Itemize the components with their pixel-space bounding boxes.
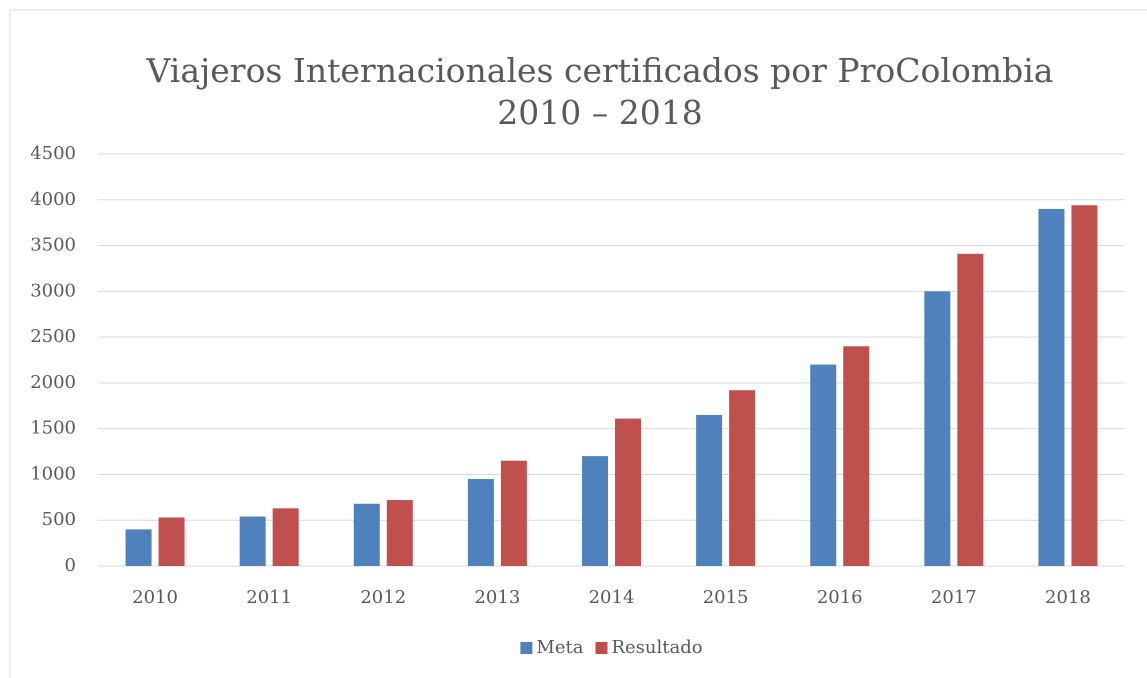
bar bbox=[615, 418, 641, 566]
y-tick-label: 1500 bbox=[30, 418, 76, 439]
y-tick-label: 2500 bbox=[30, 326, 76, 347]
y-tick-label: 2000 bbox=[30, 372, 76, 393]
bar bbox=[467, 479, 494, 566]
legend-swatch bbox=[595, 642, 608, 654]
y-tick-label: 1000 bbox=[30, 463, 76, 484]
chart-title: Viajeros Internacionales certificados po… bbox=[146, 51, 1054, 90]
x-tick-label: 2011 bbox=[246, 587, 292, 608]
bar bbox=[500, 460, 527, 566]
bar bbox=[810, 364, 837, 566]
y-tick-label: 4500 bbox=[30, 143, 76, 164]
chart-title: 2010 – 2018 bbox=[497, 93, 702, 132]
bar bbox=[924, 291, 951, 566]
x-tick-label: 2010 bbox=[132, 587, 178, 608]
bar bbox=[1071, 205, 1098, 566]
bar bbox=[1038, 208, 1065, 566]
bar bbox=[272, 508, 299, 566]
x-tick-label: 2014 bbox=[589, 587, 635, 608]
x-tick-label: 2017 bbox=[931, 587, 977, 608]
bar bbox=[957, 253, 984, 566]
bar bbox=[353, 503, 380, 566]
x-tick-label: 2018 bbox=[1045, 587, 1091, 608]
bar bbox=[696, 414, 723, 566]
x-tick-label: 2015 bbox=[703, 587, 749, 608]
x-tick-label: 2012 bbox=[360, 587, 406, 608]
y-tick-label: 3000 bbox=[30, 280, 76, 301]
y-tick-label: 3500 bbox=[30, 235, 76, 256]
bar bbox=[582, 456, 608, 566]
bar bbox=[125, 529, 152, 566]
bar bbox=[158, 517, 185, 566]
y-tick-label: 0 bbox=[65, 555, 76, 576]
legend-label: Meta bbox=[536, 637, 583, 658]
bar bbox=[386, 500, 413, 566]
bar bbox=[843, 346, 870, 566]
legend-label: Resultado bbox=[611, 637, 702, 658]
x-tick-label: 2013 bbox=[474, 587, 520, 608]
bar bbox=[729, 390, 756, 566]
x-tick-label: 2016 bbox=[817, 587, 863, 608]
legend-swatch bbox=[520, 642, 533, 654]
y-tick-label: 4000 bbox=[30, 189, 76, 210]
y-tick-label: 500 bbox=[42, 509, 76, 530]
bar bbox=[239, 516, 266, 566]
